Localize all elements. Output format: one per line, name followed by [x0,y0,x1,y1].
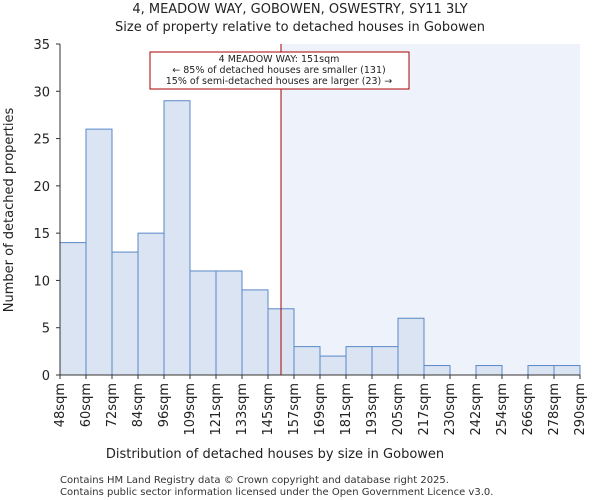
x-tick-label: 242sqm [469,383,484,436]
y-tick-label: 5 [42,322,50,337]
bar-72sqm [111,251,139,376]
x-tick-labels: 48sqm 60sqm 72sqm 84sqm 96sqm 109sqm 121sqm 133… [53,383,588,436]
bar-157sqm [293,346,321,376]
bar-266sqm [527,365,555,376]
larger-region-background [281,44,580,375]
footer-line-2: Contains public sector information licen… [60,487,493,498]
x-tick-label: 84sqm [131,383,146,427]
y-tick-label: 30 [33,85,50,100]
x-tick-label: 157sqm [287,383,302,436]
bar-181sqm [345,346,373,376]
bar-48sqm [59,242,87,376]
bar-109sqm [189,270,217,376]
y-tick-label: 20 [33,180,50,195]
y-tick-label: 15 [33,227,50,242]
bars [59,100,581,376]
bar-121sqm [215,270,243,376]
x-tick-label: 72sqm [105,383,120,427]
bar-84sqm [137,232,165,376]
x-tick-label: 278sqm [547,383,562,436]
bar-242sqm [475,365,503,376]
x-tick-label: 290sqm [573,383,588,436]
x-tick-label: 254sqm [495,383,510,436]
x-tick-label: 109sqm [183,383,198,436]
bar-193sqm [371,346,399,376]
bar-133sqm [241,289,269,376]
footer-line-1: Contains HM Land Registry data © Crown c… [60,475,449,486]
bar-96sqm [163,100,191,376]
x-tick-label: 181sqm [339,383,354,436]
x-tick-label: 266sqm [521,383,536,436]
x-tick-label: 96sqm [157,383,172,427]
x-tick-label: 230sqm [443,383,458,436]
annotation-line-3: 15% of semi-detached houses are larger (… [166,76,393,87]
chart-subtitle: Size of property relative to detached ho… [115,20,485,35]
annotation-line-2: ← 85% of detached houses are smaller (13… [172,65,385,76]
x-tick-label: 133sqm [235,383,250,436]
annotation-frame [149,51,410,90]
x-tick-label: 193sqm [365,383,380,436]
y-tick-label: 35 [33,38,50,53]
y-tick-label: 25 [33,133,50,148]
x-tick-label: 205sqm [391,383,406,436]
y-tick-label: 10 [33,274,50,289]
y-axis-label: Number of detached properties [2,108,17,313]
bar-60sqm [85,128,113,376]
y-tick-label: 0 [42,369,50,384]
annotation-line-1: 4 MEADOW WAY: 151sqm [219,54,340,65]
bar-205sqm [397,317,425,376]
x-tick-label: 217sqm [417,383,432,436]
bar-169sqm [319,355,347,376]
x-tick-label: 169sqm [313,383,328,436]
axes [56,43,581,379]
y-tick-labels: 0 5 10 15 20 25 30 35 [33,38,50,384]
bar-217sqm [423,365,451,376]
annotation-box: 4 MEADOW WAY: 151sqm ← 85% of detached h… [149,51,410,90]
x-tick-label: 48sqm [53,383,68,427]
x-tick-label: 145sqm [261,383,276,436]
chart-title: 4, MEADOW WAY, GOBOWEN, OSWESTRY, SY11 3… [132,2,467,17]
bar-278sqm [553,365,581,376]
x-tick-label: 121sqm [209,383,224,436]
x-tick-label: 60sqm [79,383,94,427]
x-axis-label: Distribution of detached houses by size … [106,447,444,462]
